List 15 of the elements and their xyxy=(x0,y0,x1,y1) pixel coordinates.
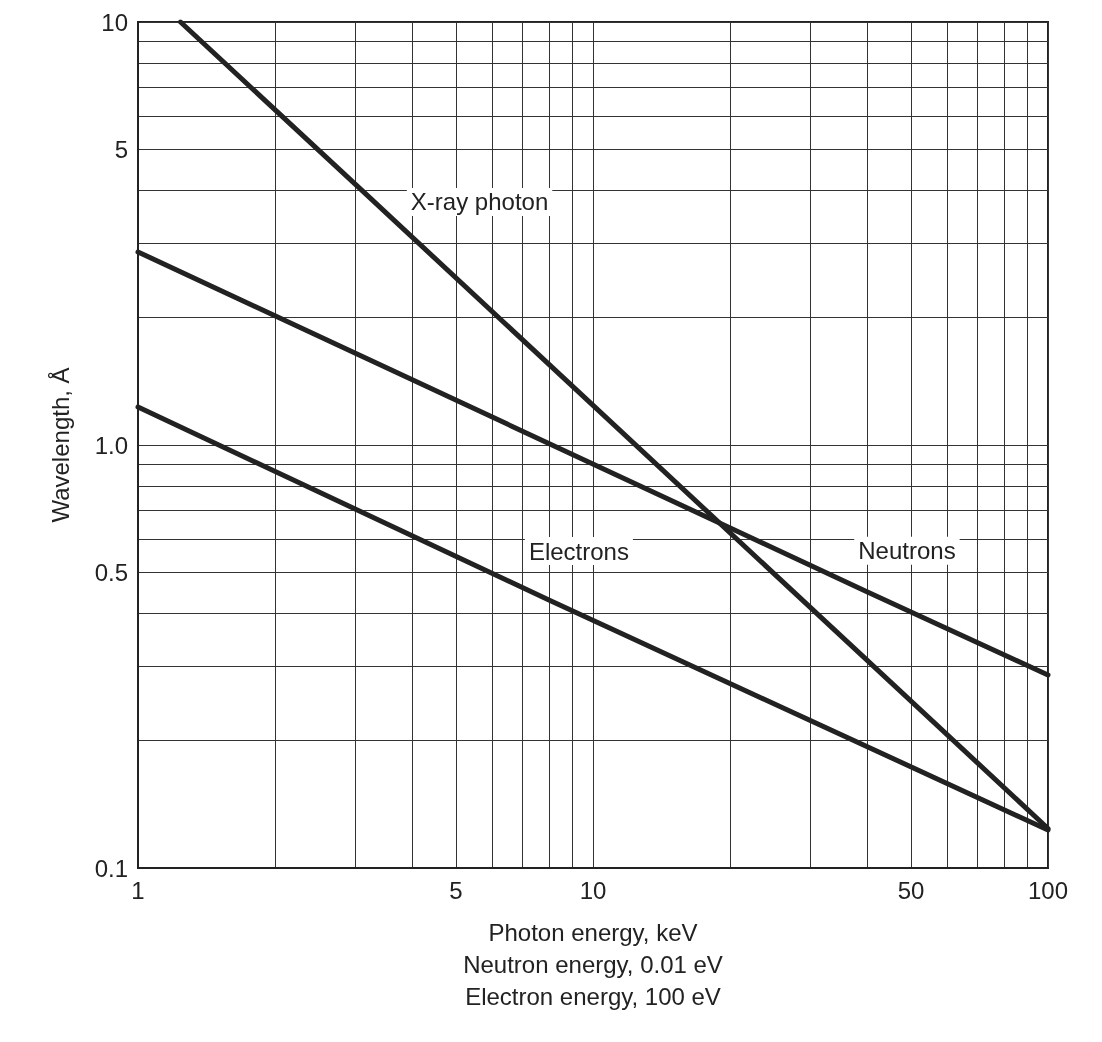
y-tick-label: 5 xyxy=(114,135,128,163)
series-label: Electrons xyxy=(528,537,629,565)
y-tick-label: 0.1 xyxy=(94,854,128,882)
x-tick-label: 1 xyxy=(131,876,145,904)
x-axis-title: Photon energy, keV Neutron energy, 0.01 eV Electron energy, 100 eV xyxy=(463,918,723,1010)
y-tick-label: 1.0 xyxy=(94,431,128,459)
x-tick-label: 5 xyxy=(449,876,463,904)
x-tick-label: 10 xyxy=(579,876,607,904)
y-tick-label: 0.5 xyxy=(94,558,128,586)
series-label: X-ray photon xyxy=(410,188,549,216)
x-tick-label: 100 xyxy=(1027,876,1069,904)
series-label: Neutrons xyxy=(858,537,956,565)
x-tick-label: 50 xyxy=(897,876,925,904)
y-axis-title: Wavelength, Å xyxy=(46,367,74,523)
y-tick-label: 10 xyxy=(101,8,128,36)
